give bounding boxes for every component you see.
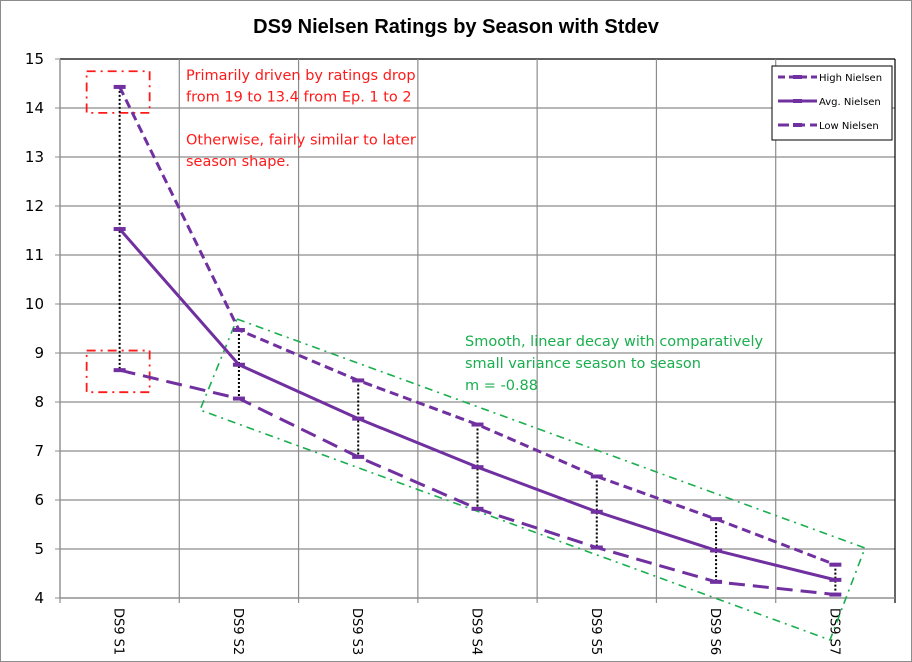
data-point-low-nielsen	[113, 368, 126, 373]
data-point-low-nielsen	[352, 454, 365, 459]
data-point-low-nielsen	[829, 592, 842, 597]
x-tick-label: DS9 S6	[707, 608, 722, 655]
legend: High Nielsen Avg. Nielsen Low Nielsen	[771, 65, 893, 141]
data-point-high-nielsen	[590, 474, 603, 479]
y-tick-label: 7	[34, 442, 44, 460]
data-point-low-nielsen	[710, 579, 723, 584]
legend-marker	[793, 99, 802, 103]
annotation-red-line: Otherwise, fairly similar to later	[186, 133, 416, 149]
data-point-high-nielsen	[471, 422, 484, 427]
highlight-box-green	[198, 317, 867, 642]
data-point-low-nielsen	[590, 545, 603, 550]
annotation-red-line: Primarily driven by ratings drop	[186, 68, 416, 84]
y-tick-label: 10	[25, 295, 44, 313]
legend-label: Avg. Nielsen	[819, 97, 881, 108]
series-line-avg-nielsen	[118, 228, 836, 582]
legend-label: High Nielsen	[819, 73, 882, 84]
annotation-red-line: season shape.	[186, 154, 290, 170]
highlight-boxes	[85, 70, 867, 642]
axes: 4 5 6 7 8 9 10 11 12 13 14 15 DS9 S1 DS9 S2 DS9 S3 DS9 …	[25, 50, 895, 655]
chart-title: DS9 Nielsen Ratings by Season with Stdev	[253, 16, 660, 38]
y-tick-label: 6	[34, 491, 44, 509]
series	[113, 84, 842, 597]
legend-marker	[793, 123, 802, 127]
annotations: Primarily driven by ratings drop from 19 …	[186, 68, 763, 394]
data-point-avg-nielsen	[113, 227, 126, 232]
y-tick-label: 13	[25, 148, 44, 166]
data-point-avg-nielsen	[590, 509, 603, 514]
y-tick-label: 15	[25, 50, 44, 68]
y-tick-label: 9	[34, 344, 44, 362]
annotation-green-line: m = -0.88	[465, 378, 538, 394]
y-tick-label: 5	[34, 540, 44, 558]
y-tick-label: 14	[25, 99, 44, 117]
data-point-high-nielsen	[829, 562, 842, 567]
y-tick-label: 12	[25, 197, 44, 215]
annotation-green-line: Smooth, linear decay with comparatively	[465, 334, 763, 350]
annotation-red-line: from 19 to 13.4 from Ep. 1 to 2	[186, 90, 412, 106]
x-tick-label: DS9 S5	[588, 608, 603, 655]
data-point-high-nielsen	[113, 84, 126, 89]
x-tick-label: DS9 S3	[349, 608, 364, 655]
data-point-low-nielsen	[471, 506, 484, 511]
data-point-avg-nielsen	[232, 362, 245, 367]
data-point-low-nielsen	[232, 396, 245, 401]
annotation-green-line: small variance season to season	[465, 356, 701, 372]
y-tick-label: 4	[34, 589, 44, 607]
data-point-avg-nielsen	[352, 416, 365, 421]
x-tick-label: DS9 S2	[230, 608, 245, 655]
data-point-high-nielsen	[232, 327, 245, 332]
legend-label: Low Nielsen	[819, 121, 879, 132]
y-tick-label: 11	[25, 246, 44, 264]
data-point-high-nielsen	[352, 378, 365, 383]
data-point-avg-nielsen	[710, 548, 723, 553]
data-point-high-nielsen	[710, 517, 723, 522]
data-point-avg-nielsen	[471, 465, 484, 470]
highlight-box-red	[85, 70, 151, 114]
data-point-avg-nielsen	[829, 577, 842, 582]
x-tick-label: DS9 S4	[469, 608, 484, 655]
x-tick-label: DS9 S1	[111, 608, 126, 655]
y-tick-label: 8	[34, 393, 44, 411]
legend-marker	[793, 75, 802, 79]
